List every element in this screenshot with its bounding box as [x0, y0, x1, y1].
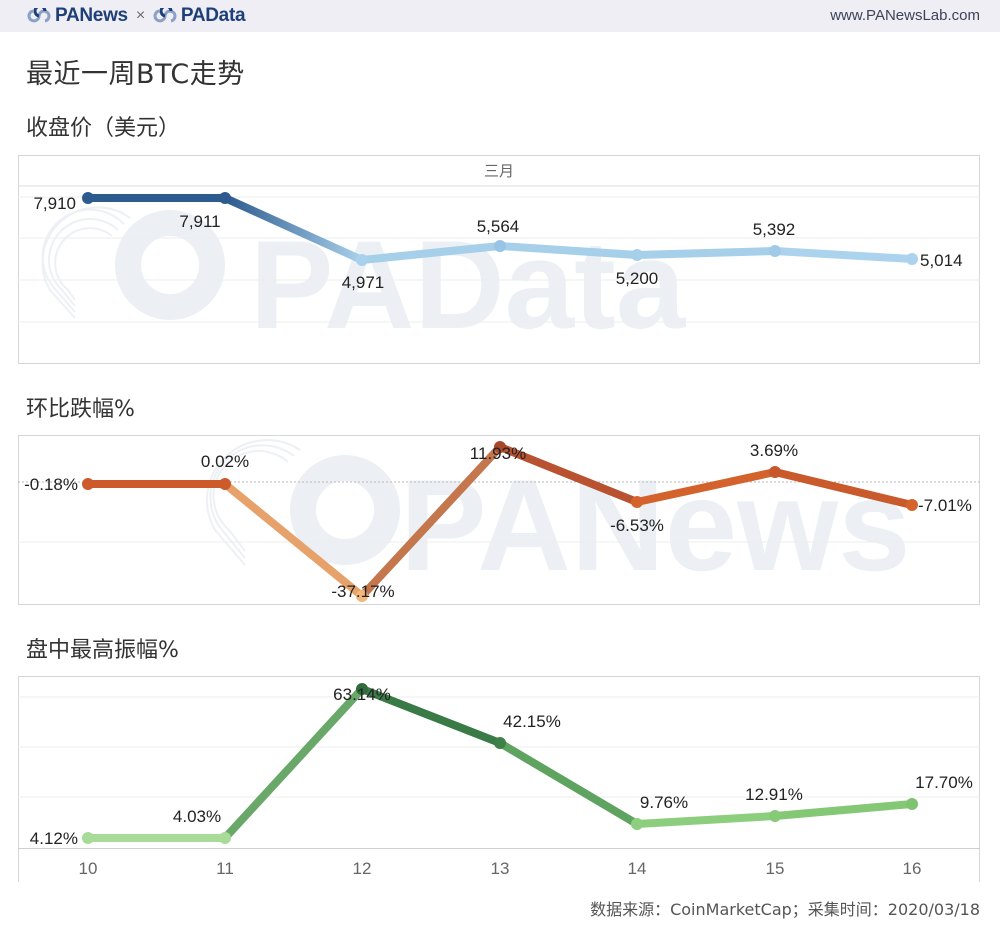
point-label: 11.93%	[470, 444, 526, 463]
x-tick: 14	[628, 859, 647, 878]
site-url[interactable]: www.PANewsLab.com	[830, 7, 980, 24]
x-tick: 16	[903, 859, 922, 878]
point-label: -6.53%	[610, 516, 664, 535]
infinity-logo-icon	[27, 8, 51, 23]
data-source-note: 数据来源：CoinMarketCap；采集时间：2020/03/18	[590, 900, 980, 919]
point-label: -37.17%	[331, 582, 394, 601]
point-label: 5,200	[616, 269, 659, 288]
brand-panews: PANews	[55, 5, 128, 26]
month-header: 三月	[484, 163, 514, 180]
chart-amplitude-percent: 4.12% 4.03% 63.14% 42.15% 9.76% 12.91% 1…	[18, 676, 980, 882]
brand-padata: PAData	[180, 5, 246, 26]
top-banner: PANews × PAData www.PANewsLab.com	[0, 0, 1000, 32]
point-label: 3.69%	[750, 441, 798, 460]
point-label: -0.18%	[24, 475, 78, 494]
point-label: 9.76%	[640, 793, 688, 812]
chart-close-price: 三月 7,910 7,911 4,971	[18, 155, 980, 364]
watermark-panews: PANews	[206, 439, 911, 598]
section-label-close-price: 收盘价（美元）	[26, 116, 181, 141]
svg-text:PANews: PANews	[400, 452, 911, 598]
x-axis: 10 11 12 13 14 15 16	[79, 859, 922, 878]
x-tick: 12	[353, 859, 372, 878]
x-tick: 11	[216, 859, 234, 878]
x-tick: 13	[491, 859, 510, 878]
point-label: 17.70%	[915, 773, 973, 792]
point-label: 4.03%	[173, 807, 221, 826]
brand-separator: ×	[135, 7, 145, 24]
point-label: 4,971	[342, 273, 385, 292]
point-label: 63.14%	[333, 685, 391, 704]
point-label: 5,564	[477, 217, 520, 236]
point-label: 7,911	[179, 212, 220, 231]
section-label-change: 环比跌幅%	[26, 397, 135, 422]
point-label: 7,910	[33, 194, 76, 213]
page-title: 最近一周BTC走势	[26, 59, 245, 90]
section-label-amplitude: 盘中最高振幅%	[26, 638, 179, 663]
chart-change-percent: -0.18% 0.02% -37.17% 11.93% -6.53% 3.69%…	[18, 435, 980, 605]
point-label: 5,392	[753, 220, 796, 239]
point-label: -7.01%	[918, 496, 972, 515]
x-tick: 10	[79, 859, 98, 878]
point-label: 42.15%	[503, 712, 561, 731]
point-label: 5,014	[920, 251, 963, 270]
brand-logos: PANews × PAData	[27, 5, 246, 27]
infinity-logo-icon	[153, 8, 177, 23]
point-label: 4.12%	[30, 829, 78, 848]
point-label: 12.91%	[745, 785, 803, 804]
point-label: 0.02%	[201, 452, 249, 471]
x-tick: 15	[766, 859, 785, 878]
